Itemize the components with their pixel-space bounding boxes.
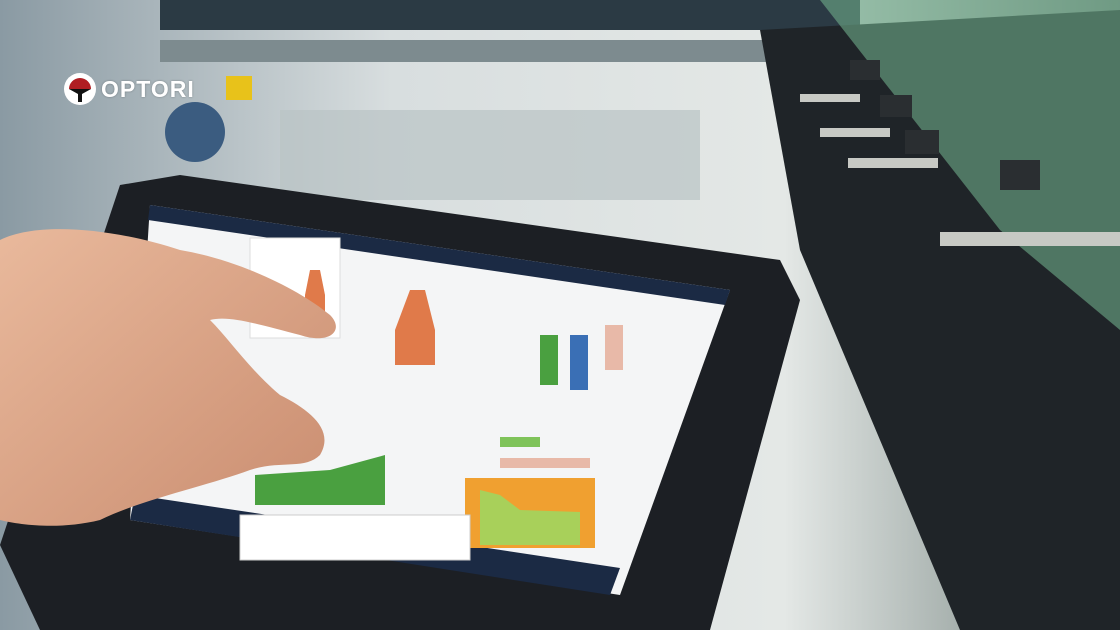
machine-base (280, 110, 700, 200)
ceiling-beam (160, 0, 860, 30)
logo: OPTORI (63, 72, 195, 106)
motor (165, 102, 225, 162)
hand (0, 229, 336, 526)
bar-green (540, 335, 558, 385)
screen-header (148, 205, 730, 305)
progress-bar-red (500, 458, 590, 468)
warning-sign (226, 76, 252, 100)
area-chart-green (255, 455, 385, 505)
bar-light (605, 325, 623, 370)
machine-rail (160, 40, 810, 62)
bottle-chart-large (395, 290, 435, 365)
logo-mark-icon (64, 73, 96, 105)
bottle-row (820, 0, 1120, 330)
bar-blue (570, 335, 588, 390)
progress-bar-green (500, 437, 540, 447)
history-chart-fill (480, 490, 580, 545)
capper-heads (850, 60, 1040, 190)
logo-text: OPTORI (101, 75, 195, 102)
data-table (239, 514, 471, 561)
capper-arms (800, 94, 1120, 246)
